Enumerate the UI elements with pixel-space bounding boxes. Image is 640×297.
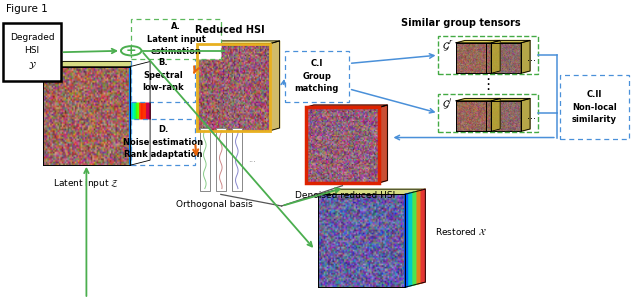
Polygon shape (130, 66, 131, 165)
Polygon shape (319, 189, 425, 195)
Polygon shape (44, 61, 150, 67)
Text: ...: ... (527, 111, 536, 121)
Bar (560, 75, 629, 139)
Polygon shape (486, 99, 530, 101)
Text: Similar group tensors: Similar group tensors (401, 18, 520, 28)
Polygon shape (404, 189, 425, 287)
Polygon shape (145, 62, 147, 162)
Polygon shape (492, 40, 500, 73)
Text: +: + (126, 44, 136, 57)
Polygon shape (421, 190, 423, 283)
Polygon shape (133, 65, 135, 165)
Bar (285, 51, 349, 102)
Text: ...: ... (248, 155, 256, 164)
Polygon shape (486, 40, 530, 43)
Polygon shape (456, 99, 500, 101)
Polygon shape (492, 99, 500, 131)
Polygon shape (409, 193, 411, 286)
Polygon shape (136, 64, 138, 164)
Text: Latent input $\mathcal{Z}$: Latent input $\mathcal{Z}$ (53, 177, 120, 190)
Polygon shape (270, 41, 280, 131)
Polygon shape (130, 61, 150, 165)
Text: $\mathcal{G}^j$: $\mathcal{G}^j$ (442, 96, 452, 111)
Text: Degraded
HSI
$\mathcal{Y}$: Degraded HSI $\mathcal{Y}$ (10, 33, 54, 71)
Text: Reduced HSI: Reduced HSI (195, 25, 265, 35)
Polygon shape (197, 41, 280, 44)
Bar (3, 23, 61, 81)
Text: Restored $\mathcal{X}$: Restored $\mathcal{X}$ (435, 226, 487, 237)
Text: C.I
Group
matching: C.I Group matching (294, 59, 339, 93)
Bar (131, 119, 195, 165)
Polygon shape (138, 64, 140, 163)
Polygon shape (306, 105, 387, 107)
Polygon shape (521, 40, 530, 73)
Polygon shape (521, 99, 530, 131)
Text: Denoised reduced HSI: Denoised reduced HSI (296, 192, 396, 200)
Text: $\mathcal{G}^r$: $\mathcal{G}^r$ (442, 39, 453, 53)
Polygon shape (419, 190, 421, 284)
Polygon shape (143, 63, 145, 162)
Polygon shape (135, 65, 136, 164)
Bar (200, 128, 210, 192)
Polygon shape (411, 192, 413, 286)
Text: ⋮: ⋮ (480, 77, 495, 92)
Polygon shape (147, 62, 148, 161)
Circle shape (121, 46, 141, 56)
Polygon shape (140, 64, 141, 163)
Bar (306, 107, 380, 183)
Bar (216, 128, 226, 192)
Polygon shape (141, 63, 143, 162)
Text: D.
Noise estimation
Rank adaptation: D. Noise estimation Rank adaptation (123, 125, 204, 159)
Bar (232, 128, 242, 192)
Polygon shape (415, 191, 417, 285)
Bar (131, 49, 195, 102)
Polygon shape (148, 61, 150, 161)
Bar (131, 19, 221, 59)
Bar (438, 94, 538, 132)
Text: B.
Spectral
low-rank: B. Spectral low-rank (142, 59, 184, 92)
Polygon shape (131, 66, 133, 165)
Polygon shape (404, 194, 407, 287)
Polygon shape (417, 191, 419, 284)
Text: ...: ... (527, 53, 536, 63)
Polygon shape (413, 192, 415, 285)
Text: A.
Latent input
estimation: A. Latent input estimation (147, 22, 205, 56)
Bar (197, 44, 270, 131)
Polygon shape (380, 105, 387, 183)
Text: C.II
Non-local
similarity: C.II Non-local similarity (572, 90, 617, 124)
Bar (438, 36, 538, 74)
Polygon shape (423, 189, 425, 282)
Text: Orthogonal basis: Orthogonal basis (176, 200, 253, 209)
Polygon shape (456, 40, 500, 43)
Polygon shape (407, 193, 409, 287)
Text: Figure 1: Figure 1 (6, 4, 48, 14)
